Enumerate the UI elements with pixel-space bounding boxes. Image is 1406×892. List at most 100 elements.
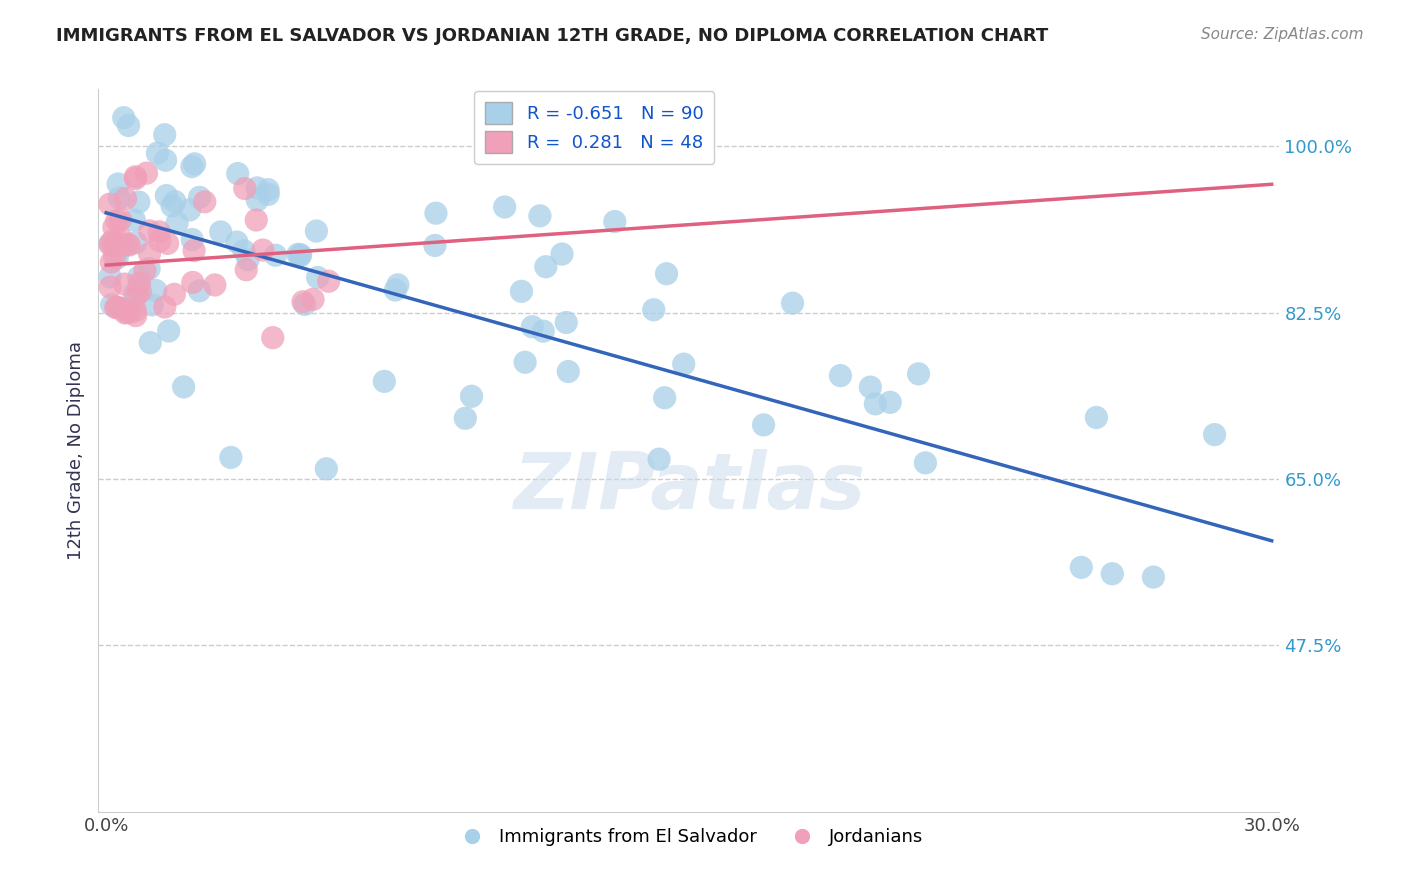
Point	[155, 188, 177, 202]
Point	[117, 119, 139, 133]
Point	[98, 197, 121, 211]
Point	[101, 234, 124, 248]
Point	[148, 225, 170, 239]
Point	[110, 301, 132, 315]
Point	[534, 260, 557, 274]
Point	[654, 391, 676, 405]
Point	[118, 238, 141, 252]
Point	[134, 264, 156, 278]
Point	[288, 249, 311, 263]
Point	[1204, 427, 1226, 442]
Point	[98, 237, 121, 252]
Point	[318, 274, 340, 288]
Point	[672, 357, 695, 371]
Point	[262, 331, 284, 345]
Point	[114, 306, 136, 320]
Point	[156, 236, 179, 251]
Point	[510, 285, 533, 299]
Point	[155, 153, 177, 168]
Point	[100, 255, 122, 269]
Point	[425, 206, 447, 220]
Text: Source: ZipAtlas.com: Source: ZipAtlas.com	[1201, 27, 1364, 42]
Point	[531, 324, 554, 338]
Point	[138, 261, 160, 276]
Point	[114, 277, 136, 291]
Point	[233, 181, 256, 195]
Point	[135, 166, 157, 180]
Point	[188, 190, 211, 204]
Point	[105, 251, 128, 265]
Point	[315, 462, 337, 476]
Point	[103, 238, 125, 252]
Point	[782, 296, 804, 310]
Point	[181, 276, 204, 290]
Point	[173, 380, 195, 394]
Point	[139, 335, 162, 350]
Point	[307, 270, 329, 285]
Point	[188, 284, 211, 298]
Point	[114, 301, 136, 316]
Point	[236, 252, 259, 267]
Point	[655, 267, 678, 281]
Point	[245, 213, 267, 227]
Point	[907, 367, 929, 381]
Point	[423, 238, 446, 252]
Point	[555, 316, 578, 330]
Point	[98, 236, 121, 251]
Point	[124, 213, 146, 227]
Point	[1142, 570, 1164, 584]
Point	[226, 167, 249, 181]
Point	[454, 411, 477, 425]
Point	[104, 301, 127, 315]
Point	[290, 248, 312, 262]
Point	[830, 368, 852, 383]
Point	[494, 200, 516, 214]
Point	[194, 194, 217, 209]
Point	[160, 199, 183, 213]
Point	[127, 281, 149, 295]
Point	[98, 269, 121, 284]
Point	[129, 285, 152, 299]
Point	[100, 298, 122, 312]
Point	[752, 417, 775, 432]
Point	[291, 294, 314, 309]
Point	[183, 244, 205, 258]
Point	[522, 319, 544, 334]
Point	[183, 157, 205, 171]
Point	[246, 193, 269, 207]
Point	[149, 234, 172, 248]
Point	[141, 298, 163, 312]
Point	[120, 305, 142, 319]
Point	[114, 192, 136, 206]
Point	[181, 233, 204, 247]
Point	[287, 247, 309, 261]
Point	[865, 397, 887, 411]
Text: ZIPatlas: ZIPatlas	[513, 449, 865, 524]
Point	[387, 277, 409, 292]
Point	[1070, 560, 1092, 574]
Point	[105, 213, 128, 227]
Point	[257, 187, 280, 202]
Point	[103, 250, 125, 264]
Point	[603, 214, 626, 228]
Point	[128, 277, 150, 291]
Point	[235, 262, 257, 277]
Point	[128, 195, 150, 210]
Point	[138, 246, 160, 260]
Point	[914, 456, 936, 470]
Point	[859, 380, 882, 394]
Point	[233, 244, 256, 258]
Point	[302, 293, 325, 307]
Text: IMMIGRANTS FROM EL SALVADOR VS JORDANIAN 12TH GRADE, NO DIPLOMA CORRELATION CHAR: IMMIGRANTS FROM EL SALVADOR VS JORDANIAN…	[56, 27, 1049, 45]
Point	[112, 111, 135, 125]
Point	[648, 452, 671, 467]
Point	[128, 270, 150, 285]
Point	[513, 355, 536, 369]
Y-axis label: 12th Grade, No Diploma: 12th Grade, No Diploma	[66, 341, 84, 560]
Point	[124, 169, 146, 184]
Point	[115, 305, 138, 319]
Point	[110, 212, 132, 227]
Point	[103, 220, 125, 235]
Point	[124, 309, 146, 323]
Point	[551, 247, 574, 261]
